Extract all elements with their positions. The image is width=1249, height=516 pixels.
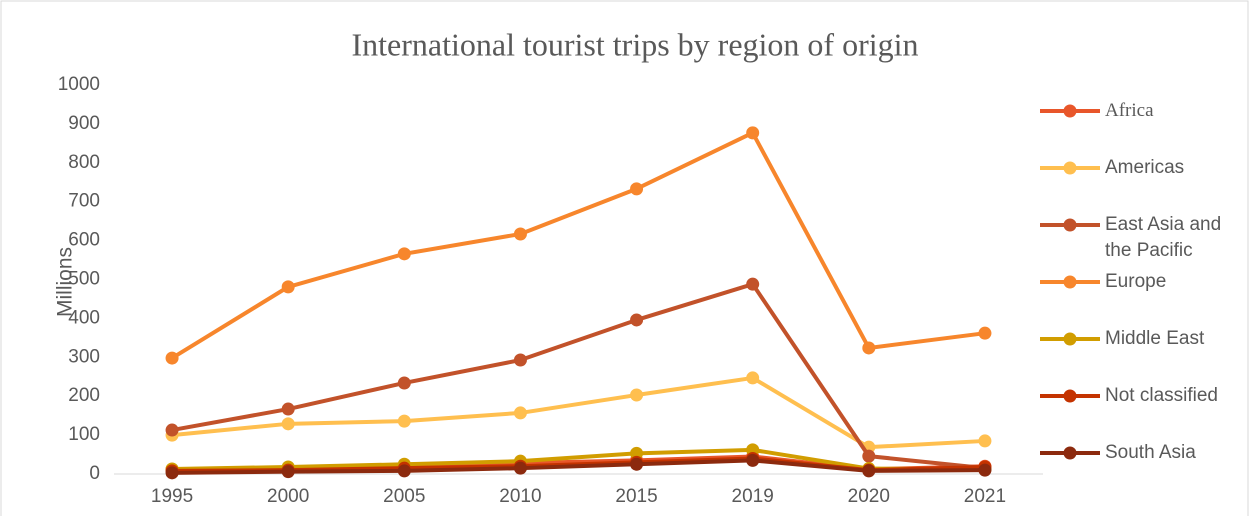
y-tick-label: 200 [68, 385, 100, 406]
legend-marker [1063, 389, 1077, 403]
legend-marker [1063, 332, 1077, 346]
legend-marker [1063, 218, 1077, 232]
y-tick-label: 400 [68, 307, 100, 328]
data-point [978, 326, 992, 340]
y-tick-label: 300 [68, 346, 100, 367]
data-point [630, 388, 644, 402]
y-tick-label: 100 [68, 424, 100, 445]
y-tick-label: 800 [68, 152, 100, 173]
data-point [630, 182, 644, 196]
data-point [746, 371, 760, 385]
legend-marker [1063, 446, 1077, 460]
series-line [171, 375, 986, 450]
data-point [513, 461, 527, 475]
data-point [397, 376, 411, 390]
legend-marker [1063, 161, 1077, 175]
x-tick-label: 2010 [499, 486, 541, 507]
legend-marker [1063, 104, 1077, 118]
series-line [171, 130, 986, 360]
series-line [171, 282, 986, 471]
data-point [281, 402, 295, 416]
data-point [862, 449, 876, 463]
data-point [513, 353, 527, 367]
data-point [281, 417, 295, 431]
legend-label: Americas [1105, 157, 1185, 178]
data-point [281, 465, 295, 479]
data-point [746, 277, 760, 291]
x-tick-label: 1995 [151, 486, 193, 507]
data-point [165, 423, 179, 437]
data-point [630, 446, 644, 460]
data-point [397, 464, 411, 478]
series-line [172, 447, 985, 472]
y-axis-label: Millions [54, 247, 77, 317]
data-point [862, 464, 876, 478]
x-tick-label: 2021 [964, 486, 1006, 507]
data-point [746, 453, 760, 467]
chart-title: International tourist trips by region of… [352, 26, 919, 62]
data-point [862, 341, 876, 355]
x-tick-label: 2005 [383, 486, 425, 507]
data-point [165, 351, 179, 365]
legend-label: South Asia [1105, 442, 1196, 463]
legend-label: Middle East [1105, 328, 1205, 349]
y-tick-label: 500 [68, 269, 100, 290]
data-point [746, 126, 760, 140]
data-point [513, 227, 527, 241]
legend-marker [1063, 275, 1077, 289]
legend-label: Africa [1105, 100, 1154, 121]
data-point [397, 414, 411, 428]
data-point [630, 313, 644, 327]
x-tick-label: 2015 [615, 486, 657, 507]
y-tick-label: 600 [68, 230, 100, 251]
legend-label: Not classified [1105, 385, 1218, 406]
data-point [630, 457, 644, 471]
legend-label: Europe [1105, 271, 1167, 292]
data-point [513, 406, 527, 420]
data-point [978, 434, 992, 448]
data-point [165, 466, 179, 480]
legend-label: East Asia and the Pacific [1105, 214, 1222, 261]
x-tick-label: 2000 [267, 486, 309, 507]
data-point [978, 463, 992, 477]
y-tick-label: 700 [68, 191, 100, 212]
y-tick-label: 1000 [58, 74, 100, 95]
x-tick-label: 2020 [848, 486, 890, 507]
y-tick-label: 900 [68, 113, 100, 134]
data-point [281, 280, 295, 294]
series-line [172, 458, 985, 475]
x-tick-label: 2019 [732, 486, 774, 507]
data-point [397, 247, 411, 261]
y-tick-label: 0 [89, 463, 100, 484]
